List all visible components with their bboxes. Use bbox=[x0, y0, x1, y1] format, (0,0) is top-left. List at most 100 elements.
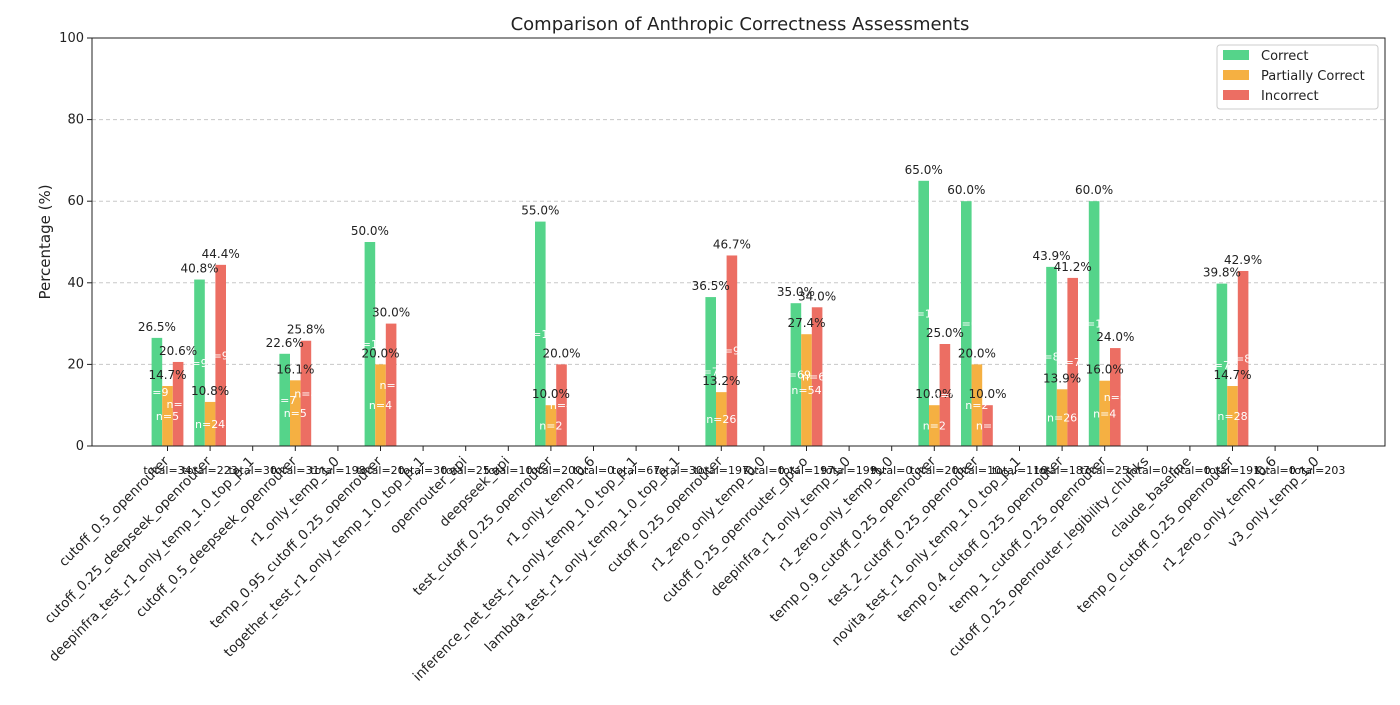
bar-value-label: 10.0% bbox=[968, 387, 1006, 401]
bar-count-label: n=24 bbox=[195, 418, 225, 431]
bar bbox=[151, 337, 163, 446]
bar bbox=[1088, 201, 1100, 446]
legend-swatch-correct bbox=[1223, 50, 1249, 60]
category-total-label: total=116 bbox=[992, 464, 1047, 477]
bar-value-label: 24.0% bbox=[1096, 330, 1134, 344]
bar-count-label: n=2 bbox=[923, 420, 946, 433]
bar-value-label: 20.0% bbox=[958, 346, 996, 360]
bar-count-label: n=54 bbox=[791, 384, 821, 397]
category-total-label: total=31 bbox=[271, 464, 319, 477]
bar-count-label: n=91 bbox=[184, 357, 214, 370]
bar bbox=[375, 364, 386, 446]
y-axis-label: Percentage (%) bbox=[36, 184, 54, 299]
category-total-label: total=187 bbox=[1034, 464, 1089, 477]
category-total-label: total=67 bbox=[612, 464, 660, 477]
bar-count-label: n=7 bbox=[273, 394, 296, 407]
bar-count-label: n=1 bbox=[976, 420, 999, 433]
bar-value-label: 55.0% bbox=[521, 204, 559, 218]
bar bbox=[1046, 266, 1057, 446]
bar bbox=[172, 361, 184, 446]
bar-value-label: 26.5% bbox=[138, 320, 176, 334]
bar-count-label: n=82 bbox=[1036, 350, 1066, 363]
bar-count-label: n=26 bbox=[706, 413, 736, 426]
legend-label-correct: Correct bbox=[1261, 49, 1308, 64]
bar bbox=[1227, 386, 1238, 446]
bar-value-label: 10.8% bbox=[191, 384, 229, 398]
category-total-label: total=0 bbox=[1169, 464, 1210, 477]
bar bbox=[961, 201, 972, 446]
category-total-label: total=0 bbox=[1254, 464, 1295, 477]
bar bbox=[726, 255, 738, 446]
bar bbox=[1110, 348, 1121, 446]
category-total-label: total=0 bbox=[573, 464, 614, 477]
bar-count-label: n=6 bbox=[380, 379, 403, 392]
bar-count-label: n=76 bbox=[1207, 359, 1237, 372]
x-tick-label: cutoff_0.25_deepseek_openrouter bbox=[41, 453, 215, 627]
bar-count-label: n=99 bbox=[206, 349, 236, 362]
category-total-label: total=199 bbox=[821, 464, 876, 477]
bar-value-label: 22.6% bbox=[266, 336, 304, 350]
bar-count-label: n=28 bbox=[1217, 410, 1247, 423]
category-total-label: total=10 bbox=[484, 464, 532, 477]
category-total-label: total=197 bbox=[779, 464, 834, 477]
bar bbox=[215, 264, 226, 446]
bar-value-label: 60.0% bbox=[947, 183, 985, 197]
bar-count-label: n=8 bbox=[294, 387, 317, 400]
category-total-label: total=0 bbox=[1127, 464, 1168, 477]
bar bbox=[300, 340, 312, 446]
bar-count-label: n=92 bbox=[717, 345, 747, 358]
x-tick-label: temp_1_cutoff_0.25_openrouter bbox=[946, 453, 1109, 616]
bar bbox=[982, 405, 993, 446]
bar-value-label: 16.0% bbox=[1086, 363, 1124, 377]
category-total-label: total=34 bbox=[143, 464, 191, 477]
x-tick-label: temp_0_cutoff_0.25_openrouter bbox=[1074, 453, 1237, 616]
category-total-label: total=223 bbox=[182, 464, 237, 477]
category-total-label: total=0 bbox=[743, 464, 784, 477]
chart-title: Comparison of Anthropic Correctness Asse… bbox=[511, 14, 970, 35]
x-tick-label: lambda_test_r1_only_temp_1.0_top_p_1 bbox=[482, 454, 684, 656]
bar bbox=[1067, 277, 1078, 446]
bar bbox=[811, 307, 823, 446]
bar-count-label: n=5 bbox=[284, 407, 307, 420]
bar-count-label: n=67 bbox=[802, 371, 832, 384]
legend-label-partially-correct: Partially Correct bbox=[1261, 69, 1365, 84]
legend-swatch-partially-correct bbox=[1223, 70, 1249, 80]
bar bbox=[790, 303, 802, 446]
gridlines bbox=[92, 37, 1385, 365]
bar bbox=[535, 221, 546, 446]
category-total-label: total=20 bbox=[356, 464, 404, 477]
category-total-label: total=25 bbox=[1081, 464, 1129, 477]
category-total-label: total=25 bbox=[442, 464, 490, 477]
bar-value-label: 46.7% bbox=[713, 237, 751, 251]
bar-count-label: n=4 bbox=[550, 399, 573, 412]
bar-value-label: 44.4% bbox=[202, 247, 240, 261]
bar-value-label: 60.0% bbox=[1075, 183, 1113, 197]
bar bbox=[705, 297, 716, 446]
axes: 0 20 40 60 80 100 bbox=[59, 31, 1386, 454]
bar bbox=[364, 242, 376, 446]
bar bbox=[801, 334, 812, 446]
bar-count-label: n=7 bbox=[167, 398, 190, 411]
bar-count-label: n=10 bbox=[355, 338, 385, 351]
category-total-label: total=30 bbox=[399, 464, 447, 477]
bar-count-label: n=9 bbox=[145, 386, 168, 399]
bar-count-label: n=77 bbox=[1058, 356, 1088, 369]
bar bbox=[971, 364, 983, 446]
bar bbox=[1099, 380, 1110, 446]
bar-value-label: 16.1% bbox=[276, 362, 314, 376]
bar bbox=[385, 323, 397, 446]
bar bbox=[1056, 389, 1068, 446]
bar-labels: 26.5% n=9 14.7% n=5 20.6% n=7 total=34 40.8% n=9… bbox=[138, 163, 1346, 477]
category-total-label: total=198 bbox=[310, 464, 365, 477]
bar-value-label: 34.0% bbox=[798, 289, 836, 303]
bar-count-label: n=5 bbox=[156, 410, 179, 423]
bar bbox=[204, 401, 216, 446]
bar bbox=[716, 392, 727, 446]
bar bbox=[1216, 283, 1228, 446]
bar-count-label: n=4 bbox=[369, 399, 392, 412]
legend-frame bbox=[1216, 44, 1379, 110]
bar-value-label: 41.2% bbox=[1054, 260, 1092, 274]
bar-count-label: n=15 bbox=[1079, 318, 1109, 331]
